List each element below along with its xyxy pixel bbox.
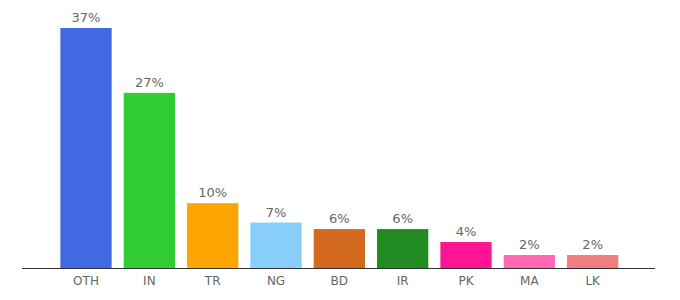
data-label: 10% [198, 185, 227, 200]
tick-label: IN [143, 274, 156, 288]
tick: LK [585, 268, 601, 288]
tick: OTH [73, 268, 99, 288]
data-label: 37% [72, 10, 101, 25]
x-axis: OTH IN TR NG BD IR PK MA LK [55, 268, 625, 288]
tick: BD [331, 268, 348, 288]
bar [567, 255, 618, 268]
data-label: 2% [519, 237, 540, 252]
chart: 37% 27% 10% 7% 6% 6% 4% 2% 2% OTH IN TR NG BD IR PK MA LK [0, 0, 680, 300]
tick: TR [204, 268, 221, 288]
tick-label: IR [397, 274, 409, 288]
bar [314, 229, 365, 268]
data-label: 4% [456, 224, 477, 239]
tick-label: NG [267, 274, 285, 288]
tick-label: BD [331, 274, 348, 288]
tick: MA [520, 268, 539, 288]
tick-label: LK [585, 274, 601, 288]
data-label: 6% [392, 211, 413, 226]
bar [504, 255, 555, 268]
bars [60, 28, 618, 268]
bar [250, 223, 301, 268]
baseline [22, 268, 655, 269]
bar [60, 28, 111, 268]
tick-label: MA [520, 274, 539, 288]
data-label: 6% [329, 211, 350, 226]
tick-label: PK [458, 274, 474, 288]
tick: IN [143, 268, 156, 288]
tick: PK [458, 268, 474, 288]
data-label: 2% [582, 237, 603, 252]
data-label: 7% [266, 205, 287, 220]
tick: IR [397, 268, 409, 288]
bar [377, 229, 428, 268]
data-label: 27% [135, 75, 164, 90]
axis-domain [55, 268, 625, 269]
tick-label: TR [204, 274, 221, 288]
tick-label: OTH [73, 274, 99, 288]
tick: NG [267, 268, 285, 288]
bar [124, 93, 175, 268]
data-labels: 37% 27% 10% 7% 6% 6% 4% 2% 2% [72, 10, 603, 252]
bar [187, 203, 238, 268]
bar [440, 242, 491, 268]
